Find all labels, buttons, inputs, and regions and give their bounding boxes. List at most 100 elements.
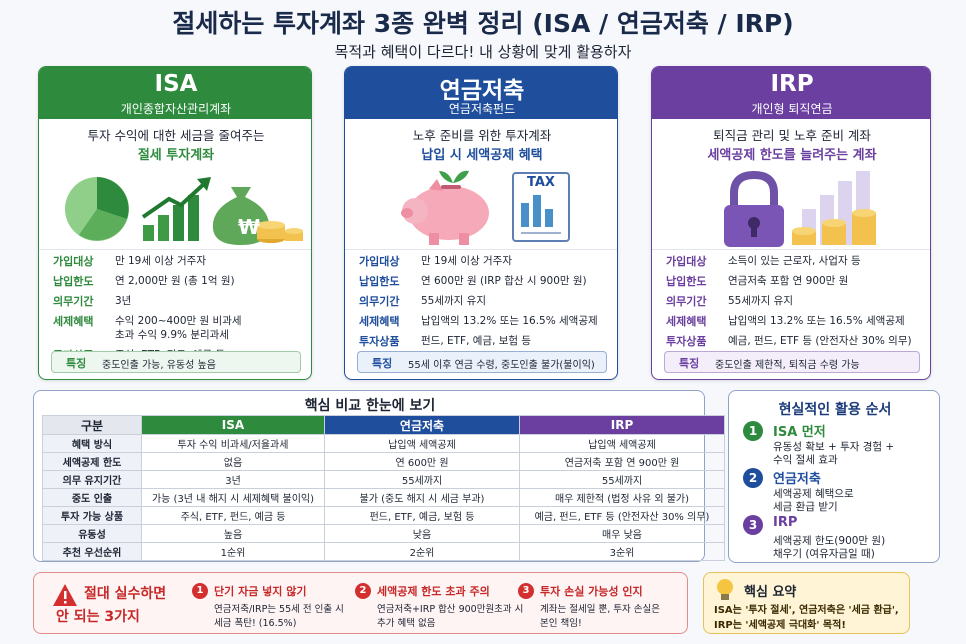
step-text: 세액공제 한도(900만 원) bbox=[773, 535, 886, 547]
row-header-cell: 유동성 bbox=[42, 524, 142, 543]
shape bbox=[822, 219, 846, 227]
table-cell: 투자 수익 비과세/저율과세 bbox=[141, 434, 325, 453]
step-title: ISA 먼저 bbox=[773, 425, 826, 440]
step-number: 1 bbox=[743, 421, 763, 441]
shape bbox=[285, 228, 303, 234]
card-intro: 노후 준비를 위한 투자계좌 bbox=[412, 128, 552, 143]
table-row: 의무 유지기간 3년 55세까지 55세까지 bbox=[42, 470, 725, 489]
account-card: IRP 개인형 퇴직연금 퇴직금 관리 및 노후 준비 계좌 세액공제 한도를 늘려주… bbox=[651, 66, 931, 380]
illustration bbox=[65, 177, 303, 245]
card-intro: 퇴직금 관리 및 노후 준비 계좌 bbox=[713, 128, 871, 143]
shape bbox=[717, 579, 733, 595]
summary-panel: 핵심 요약 ISA는 '투자 절세', 연금저축은 '세금 환급', IRP는 '세… bbox=[703, 572, 910, 634]
shape bbox=[730, 170, 778, 207]
row-value: 초과 수익 9.9% 분리과세 bbox=[115, 329, 229, 341]
table-cell: 55세까지 bbox=[324, 470, 520, 489]
shape bbox=[545, 209, 553, 227]
row-header-cell: 투자 가능 상품 bbox=[42, 506, 142, 525]
mistake-number: 2 bbox=[355, 583, 371, 599]
row-label: 투자상품 bbox=[666, 335, 707, 348]
row-label: 의무기간 bbox=[359, 295, 400, 308]
shape bbox=[143, 225, 154, 241]
table-cell: 없음 bbox=[141, 452, 325, 471]
feature-text: 55세 이후 연금 수령, 중도인출 불가(불이익) bbox=[408, 360, 595, 371]
card-header: ISA 개인종합자산관리계좌 bbox=[39, 67, 311, 119]
illustration bbox=[401, 170, 570, 245]
table-cell: 3순위 bbox=[519, 542, 725, 561]
shape bbox=[64, 591, 67, 599]
row-label: 의무기간 bbox=[53, 295, 94, 308]
card-subname: 연금저축펀드 bbox=[448, 102, 516, 116]
mistake-title: 투자 손실 가능성 인지 bbox=[540, 585, 643, 598]
card-highlight: 납입 시 세액공제 혜택 bbox=[421, 148, 543, 163]
illustration bbox=[717, 579, 733, 600]
step-text: 채우기 (여유자금일 때) bbox=[773, 548, 875, 560]
shape bbox=[429, 179, 443, 191]
table-cell: 연금저축 포함 연 900만 원 bbox=[519, 452, 725, 471]
feature-label: 특징 bbox=[66, 357, 87, 370]
shape bbox=[188, 195, 199, 241]
row-label: 가입대상 bbox=[53, 255, 94, 268]
step-text: 수익 절세 효과 bbox=[773, 454, 838, 466]
row-header-cell: 세액공제 한도 bbox=[42, 452, 142, 471]
illustration-label: ₩ bbox=[237, 215, 261, 239]
table-row: 중도 인출 가능 (3년 내 해지 시 세제혜택 불이익) 불가 (중도 해지 시 … bbox=[42, 488, 725, 507]
shape bbox=[173, 205, 184, 241]
shape bbox=[79, 209, 127, 241]
card-name: ISA bbox=[154, 71, 198, 97]
table-cell: 1순위 bbox=[141, 542, 325, 561]
card-subname: 개인형 퇴직연금 bbox=[751, 102, 833, 116]
feature-box: 특징 중도인출 가능, 유동성 높음 bbox=[51, 351, 301, 373]
table-header-cell: 구분 bbox=[42, 415, 142, 435]
shape bbox=[212, 187, 270, 245]
shape bbox=[792, 227, 816, 235]
row-header-cell: 중도 인출 bbox=[42, 488, 142, 507]
shape bbox=[751, 225, 757, 237]
row-label: 납입한도 bbox=[53, 275, 94, 288]
mistake-title: 단기 자금 넣지 않기 bbox=[214, 585, 307, 598]
mistake-text: 연금저축+IRP 합산 900만원초과 시 bbox=[377, 604, 524, 615]
row-value: 만 19세 이상 거주자 bbox=[421, 255, 512, 267]
table-cell: 매우 제한적 (법정 사유 외 불가) bbox=[519, 488, 725, 507]
shape bbox=[459, 233, 469, 245]
mistake-text: 연금저축/IRP는 55세 전 인출 시 bbox=[214, 604, 344, 615]
row-value: 소득이 있는 근로자, 사업자 등 bbox=[728, 255, 861, 267]
row-value: 만 19세 이상 거주자 bbox=[115, 255, 206, 267]
mistake-title: 세액공제 한도 초과 주의 bbox=[377, 585, 490, 598]
card-header: IRP 개인형 퇴직연금 bbox=[652, 67, 930, 119]
table-cell: 주식, ETF, 펀드, 예금 등 bbox=[141, 506, 325, 525]
comparison-table: 구분 ISA 연금저축 IRP 혜택 방식 투자 수익 비과세/저율과세 납입액 세액공제 납… bbox=[42, 415, 725, 561]
row-header-cell: 의무 유지기간 bbox=[42, 470, 142, 489]
table-header-row: 구분 ISA 연금저축 IRP bbox=[42, 415, 725, 435]
table-row: 유동성 높음 낮음 매우 낮음 bbox=[42, 524, 725, 543]
card-name: 연금저축 bbox=[439, 78, 525, 104]
table-cell: 예금, 펀드, ETF 등 (안전자산 30% 의무) bbox=[519, 506, 725, 525]
divider bbox=[39, 249, 311, 250]
page-subtitle: 목적과 혜택이 다르다! 내 상황에 맞게 활용하자 bbox=[334, 43, 632, 61]
shape bbox=[409, 186, 489, 240]
illustration bbox=[53, 584, 77, 606]
shape bbox=[441, 185, 461, 189]
table-header-cell: IRP bbox=[519, 415, 725, 435]
page-title: 절세하는 투자계좌 3종 완벽 정리 (ISA / 연금저축 / IRP) bbox=[172, 9, 794, 38]
step-text: 세금 환급 받기 bbox=[773, 501, 838, 513]
shape bbox=[521, 203, 529, 227]
row-label: 투자상품 bbox=[359, 335, 400, 348]
step-number: 2 bbox=[743, 468, 763, 488]
mistake-number: 1 bbox=[192, 583, 208, 599]
mistake-text: 본인 책임! bbox=[540, 618, 582, 629]
illustration bbox=[724, 170, 876, 247]
shape bbox=[429, 233, 439, 245]
shape bbox=[401, 208, 413, 218]
shape bbox=[439, 170, 469, 183]
mistake-number: 3 bbox=[518, 583, 534, 599]
feature-box: 특징 55세 이후 연금 수령, 중도인출 불가(불이익) bbox=[357, 351, 607, 373]
feature-label: 특징 bbox=[372, 357, 393, 370]
table-cell: 연 600만 원 bbox=[324, 452, 520, 471]
shape bbox=[64, 601, 67, 604]
feature-text: 중도인출 제한적, 퇴직금 수령 가능 bbox=[715, 360, 860, 371]
divider bbox=[652, 249, 930, 250]
mistakes-title: 절대 실수하면 bbox=[84, 586, 167, 602]
card-header: 연금저축 연금저축펀드 bbox=[345, 67, 617, 119]
